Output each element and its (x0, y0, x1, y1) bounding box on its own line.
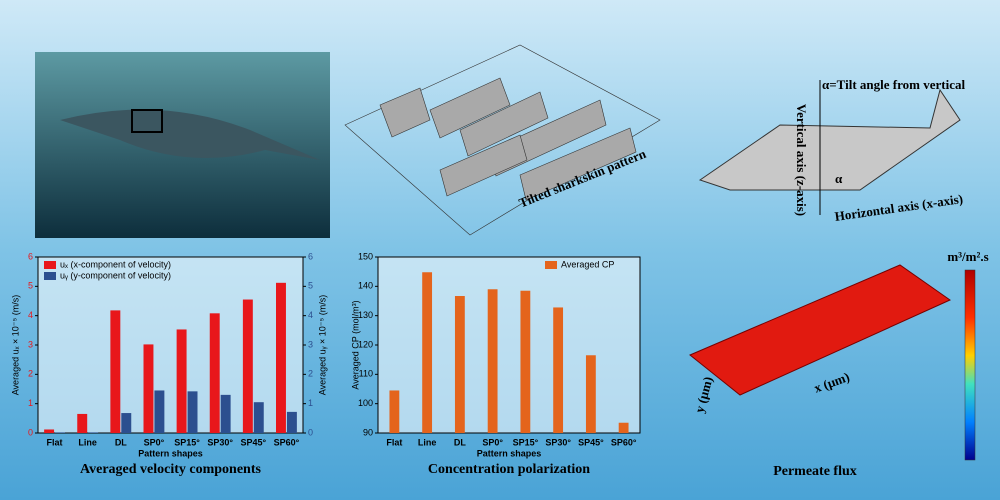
tilt-label: α=Tilt angle from vertical (822, 77, 965, 92)
bar (553, 307, 564, 433)
bar (187, 391, 198, 433)
x-tick-label: SP60° (274, 437, 300, 447)
legend-swatch (44, 261, 56, 269)
plot-area (377, 256, 641, 434)
bar (389, 390, 400, 433)
bar (110, 310, 121, 433)
bar (520, 290, 531, 433)
bar (585, 355, 596, 433)
x-tick-label: Line (418, 437, 437, 447)
y2-tick-label: 0 (308, 427, 313, 437)
x-tick-label: DL (115, 437, 127, 447)
y2-tick-label: 2 (308, 369, 313, 379)
y-tick-label: 2 (28, 369, 33, 379)
chart-title: Concentration polarization (428, 462, 590, 477)
alpha: α (835, 171, 843, 186)
bar (242, 299, 253, 433)
sharkskin-pattern (344, 44, 661, 236)
x-tick-label: SP15° (174, 437, 200, 447)
bar (618, 422, 629, 433)
chart-title: Averaged velocity components (80, 462, 261, 477)
bar (253, 402, 264, 433)
y-tick-label: 3 (28, 339, 33, 349)
x-tick-label: Flat (386, 437, 402, 447)
x-tick-label: SP30° (545, 437, 571, 447)
bar (154, 390, 165, 433)
y-axis-title: Averaged uₓ × 10⁻⁵ (m/s) (10, 295, 20, 396)
legend-label: Averaged CP (561, 259, 614, 269)
x-tick-label: Line (78, 437, 97, 447)
legend-label: uₓ (x-component of velocity) (60, 259, 171, 269)
legend-swatch (44, 272, 56, 280)
bar (220, 394, 231, 433)
bar (143, 344, 154, 433)
y2-tick-label: 1 (308, 398, 313, 408)
bar (276, 282, 286, 433)
bar (422, 272, 433, 433)
vertical-label: Vertical axis (z-axis) (794, 104, 809, 216)
shark (60, 109, 320, 160)
tilt-diagram (698, 88, 961, 191)
bar (487, 289, 498, 433)
y-tick-label: 1 (28, 398, 33, 408)
zoom-box (131, 109, 163, 133)
x-tick-label: SP45° (578, 437, 604, 447)
bar (77, 413, 88, 433)
y-tick-label: 100 (358, 398, 373, 408)
y2-tick-label: 4 (308, 310, 313, 320)
y-tick-label: 120 (358, 339, 373, 349)
x-tick-label: SP45° (241, 437, 267, 447)
y-tick-label: 0 (28, 427, 33, 437)
x-tick-label: SP30° (207, 437, 233, 447)
x-axis-title: Pattern shapes (138, 448, 203, 458)
x-tick-label: SP0° (144, 437, 165, 447)
y-tick-label: 6 (28, 251, 33, 261)
bar (44, 429, 55, 433)
y2-tick-label: 6 (308, 251, 313, 261)
bar (176, 329, 187, 433)
x-tick-label: Flat (47, 437, 63, 447)
bar (121, 413, 132, 433)
y-tick-label: 90 (363, 427, 373, 437)
bar (88, 432, 99, 433)
bar (454, 296, 465, 433)
x-tick-label: SP0° (482, 437, 503, 447)
legend-swatch (545, 261, 557, 269)
y2-axis-title: Averaged uᵧ × 10⁻⁵ (m/s) (317, 295, 327, 396)
y-tick-label: 130 (358, 310, 373, 320)
x-tick-label: SP60° (611, 437, 637, 447)
x-tick-label: DL (454, 437, 466, 447)
y2-tick-label: 3 (308, 339, 313, 349)
flux-map (689, 264, 952, 396)
legend-label: uᵧ (y-component of velocity) (60, 270, 171, 280)
y-tick-label: 4 (28, 310, 33, 320)
colorbar (964, 269, 976, 461)
y-tick-label: 150 (358, 251, 373, 261)
y-tick-label: 5 (28, 281, 33, 291)
bar (286, 411, 297, 433)
bar (55, 432, 65, 433)
flux-unit: m³/m².s (947, 249, 988, 264)
y-tick-label: 140 (358, 281, 373, 291)
bar (209, 313, 220, 433)
flux-title: Permeate flux (773, 464, 857, 479)
y2-tick-label: 5 (308, 281, 313, 291)
y-tick-label: 110 (359, 369, 373, 379)
x-axis-title: Pattern shapes (477, 448, 542, 458)
x-tick-label: SP15° (513, 437, 539, 447)
y-axis-title: Averaged CP (mol/m³) (350, 300, 360, 389)
